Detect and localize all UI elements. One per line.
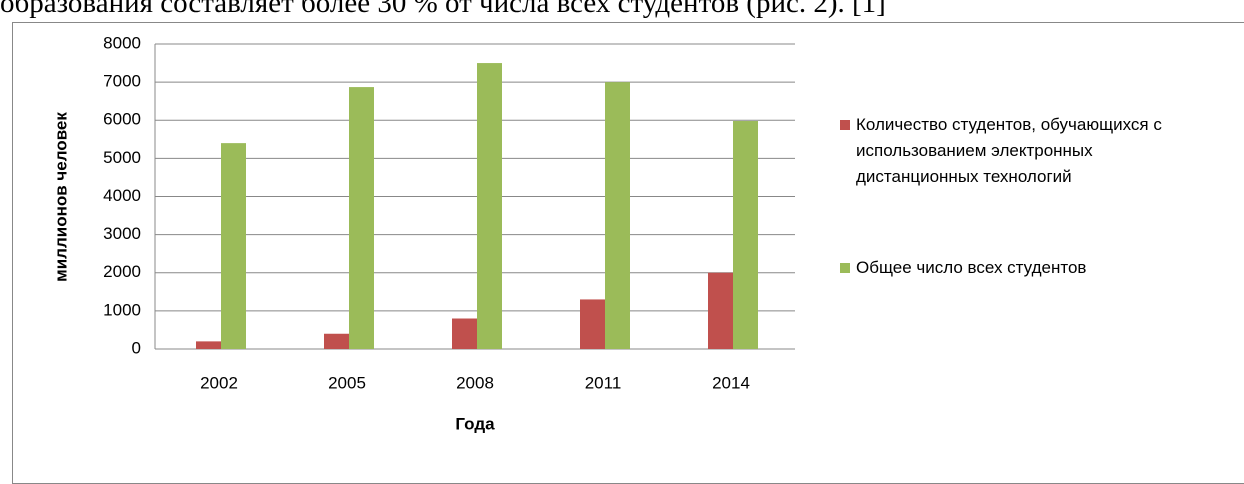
y-tick-label: 6000 [103,110,141,129]
chart: миллионов человек Года 0 1000 2000 3000 4000… [51,33,795,433]
y-tick-label: 5000 [103,148,141,167]
x-axis-label: Года [455,414,495,433]
bar [324,333,349,349]
x-tick-label: 2008 [456,373,494,392]
y-tick-label: 2000 [103,262,141,281]
bar [605,82,630,349]
legend-entry: Количество студентов, обучающихся с испо… [840,112,1216,190]
y-axis-label: миллионов человек [51,112,70,282]
bar [221,143,246,349]
bar [708,272,733,349]
legend-swatch [840,120,850,130]
y-tick-label: 8000 [103,33,141,52]
legend-swatch [840,263,850,273]
x-tick-label: 2011 [585,373,622,392]
legend-label: Количество студентов, обучающихся с испо… [856,115,1162,186]
bar [196,341,221,349]
y-tick-label: 3000 [103,224,141,243]
x-tick-label: 2005 [328,373,366,392]
y-tick-label: 1000 [103,300,141,319]
bar [733,121,758,349]
bar [349,87,374,350]
legend-label: Общее число всех студентов [856,258,1087,277]
legend-entry: Общее число всех студентов [840,255,1216,281]
bar [452,318,477,349]
x-tick-label: 2014 [712,373,750,392]
bar [477,63,502,349]
x-tick-label: 2002 [200,373,238,392]
y-tick-label: 4000 [103,186,141,205]
bar [580,299,605,349]
document-text: образования составляет более 30 % от чис… [0,0,886,19]
y-tick-label: 0 [132,338,141,357]
y-tick-label: 7000 [103,72,141,91]
